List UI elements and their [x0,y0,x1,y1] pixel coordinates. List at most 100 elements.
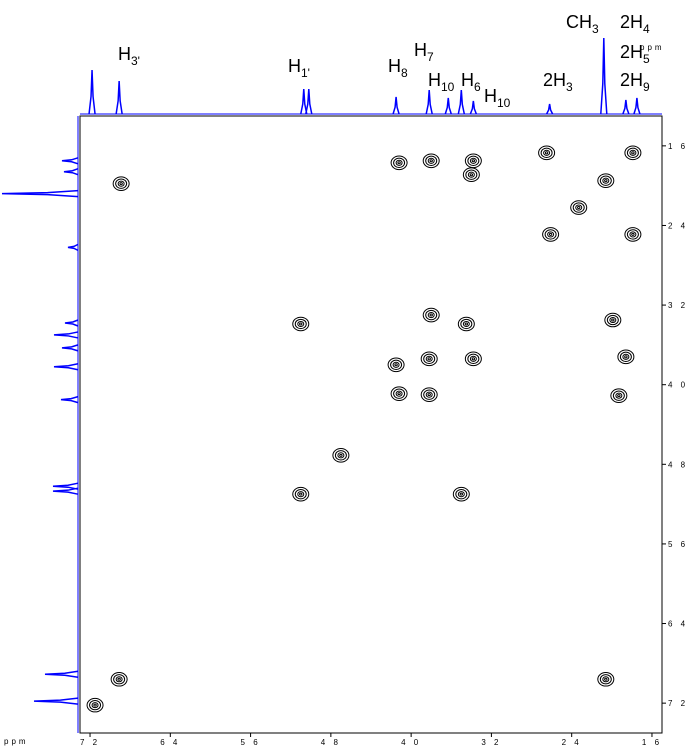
contour [469,173,474,177]
cross-peak [570,200,588,215]
top-projection-peak [300,88,308,115]
annotation-sub: 3 [592,22,599,36]
contour [597,173,615,188]
contour [469,157,477,164]
contour [540,147,553,158]
contour [617,349,635,365]
cross-peak [462,167,480,183]
contour [392,361,400,368]
contour [427,157,435,164]
annotation: H10 [484,86,511,110]
y-axis-label: ppm [4,737,29,746]
contour [631,151,635,155]
contour [615,392,623,399]
contour [575,204,583,211]
y-tick-label: 7 2 [668,699,688,708]
x-tick-label: 3 2 [481,738,501,747]
cross-peak [390,386,408,401]
contour [464,322,469,326]
contour [577,206,581,210]
annotation-text: H [484,86,497,106]
top-projection-peak [305,88,313,115]
cross-peak [332,448,350,463]
contour [570,200,588,215]
annotation-sub: 5 [643,52,650,66]
cross-peak [597,173,615,188]
contour [297,491,305,498]
left-projection-peak [53,363,79,371]
annotation-sub: 4 [643,22,650,36]
contour [429,159,433,163]
contour [332,448,350,463]
cross-peak [542,227,560,242]
contour [612,390,625,401]
contour [337,452,345,459]
contour [397,161,401,165]
y-tick-label: 2 4 [668,221,688,230]
contour [460,318,473,330]
top-projection-peak [392,96,400,115]
contour [113,674,126,685]
contour [420,351,438,367]
annotation: 2H4 [620,12,650,36]
contour [427,311,435,319]
contour [427,357,431,361]
contour [115,676,123,683]
top-projection-peak [469,100,478,115]
contour [294,488,307,500]
annotation-text: H [428,70,441,90]
contour [622,353,630,360]
annotation-text: 2H [620,42,643,62]
contour [390,386,408,401]
annotation-sub: 10 [441,80,455,94]
contour [464,153,482,169]
annotation-sub: 9 [643,80,650,94]
annotation-text: 2H [543,70,566,90]
annotation-text: H [414,40,427,60]
contour [423,389,436,400]
cross-peak [112,176,130,191]
cross-peak [464,153,482,169]
annotation-sub: 6 [474,80,481,94]
y-tick-label: 1 6 [668,142,688,151]
contour [547,231,555,238]
contour [422,307,440,323]
contour [86,697,104,713]
annotation: 2H9 [620,70,650,94]
cross-peak [624,227,642,242]
top-projection-peak [600,37,608,115]
contour [459,492,464,496]
x-axis-label: ppm [640,43,665,52]
contour [457,316,475,332]
contour [397,392,401,396]
contour [465,169,478,180]
contour [469,355,477,362]
contour [425,355,433,362]
contour [395,390,403,397]
contour [423,353,436,364]
left-projection-peak [60,395,79,404]
contour [420,387,438,402]
cross-peak [292,486,310,502]
contour [538,145,556,161]
contour [299,492,303,496]
annotation: H10 [428,70,455,94]
contour [467,155,480,166]
contour [626,147,639,158]
annotation: H3' [118,44,140,68]
top-projection-peak [633,97,641,115]
annotation-sub: 7 [427,50,434,64]
top-projection-peak [444,97,452,115]
cross-peak [422,153,440,169]
top-projection-peak [88,69,96,115]
annotation: H8 [388,56,408,80]
x-tick-label: 5 6 [241,738,261,747]
contour [457,491,465,498]
contour [624,145,642,161]
annotation: 2H5 [620,42,650,66]
annotation-text: 2H [620,70,643,90]
annotation-sub: 10 [497,96,511,110]
annotation-text: H [388,56,401,76]
left-projection-peak [61,344,79,352]
top-projection-peak [622,99,630,115]
